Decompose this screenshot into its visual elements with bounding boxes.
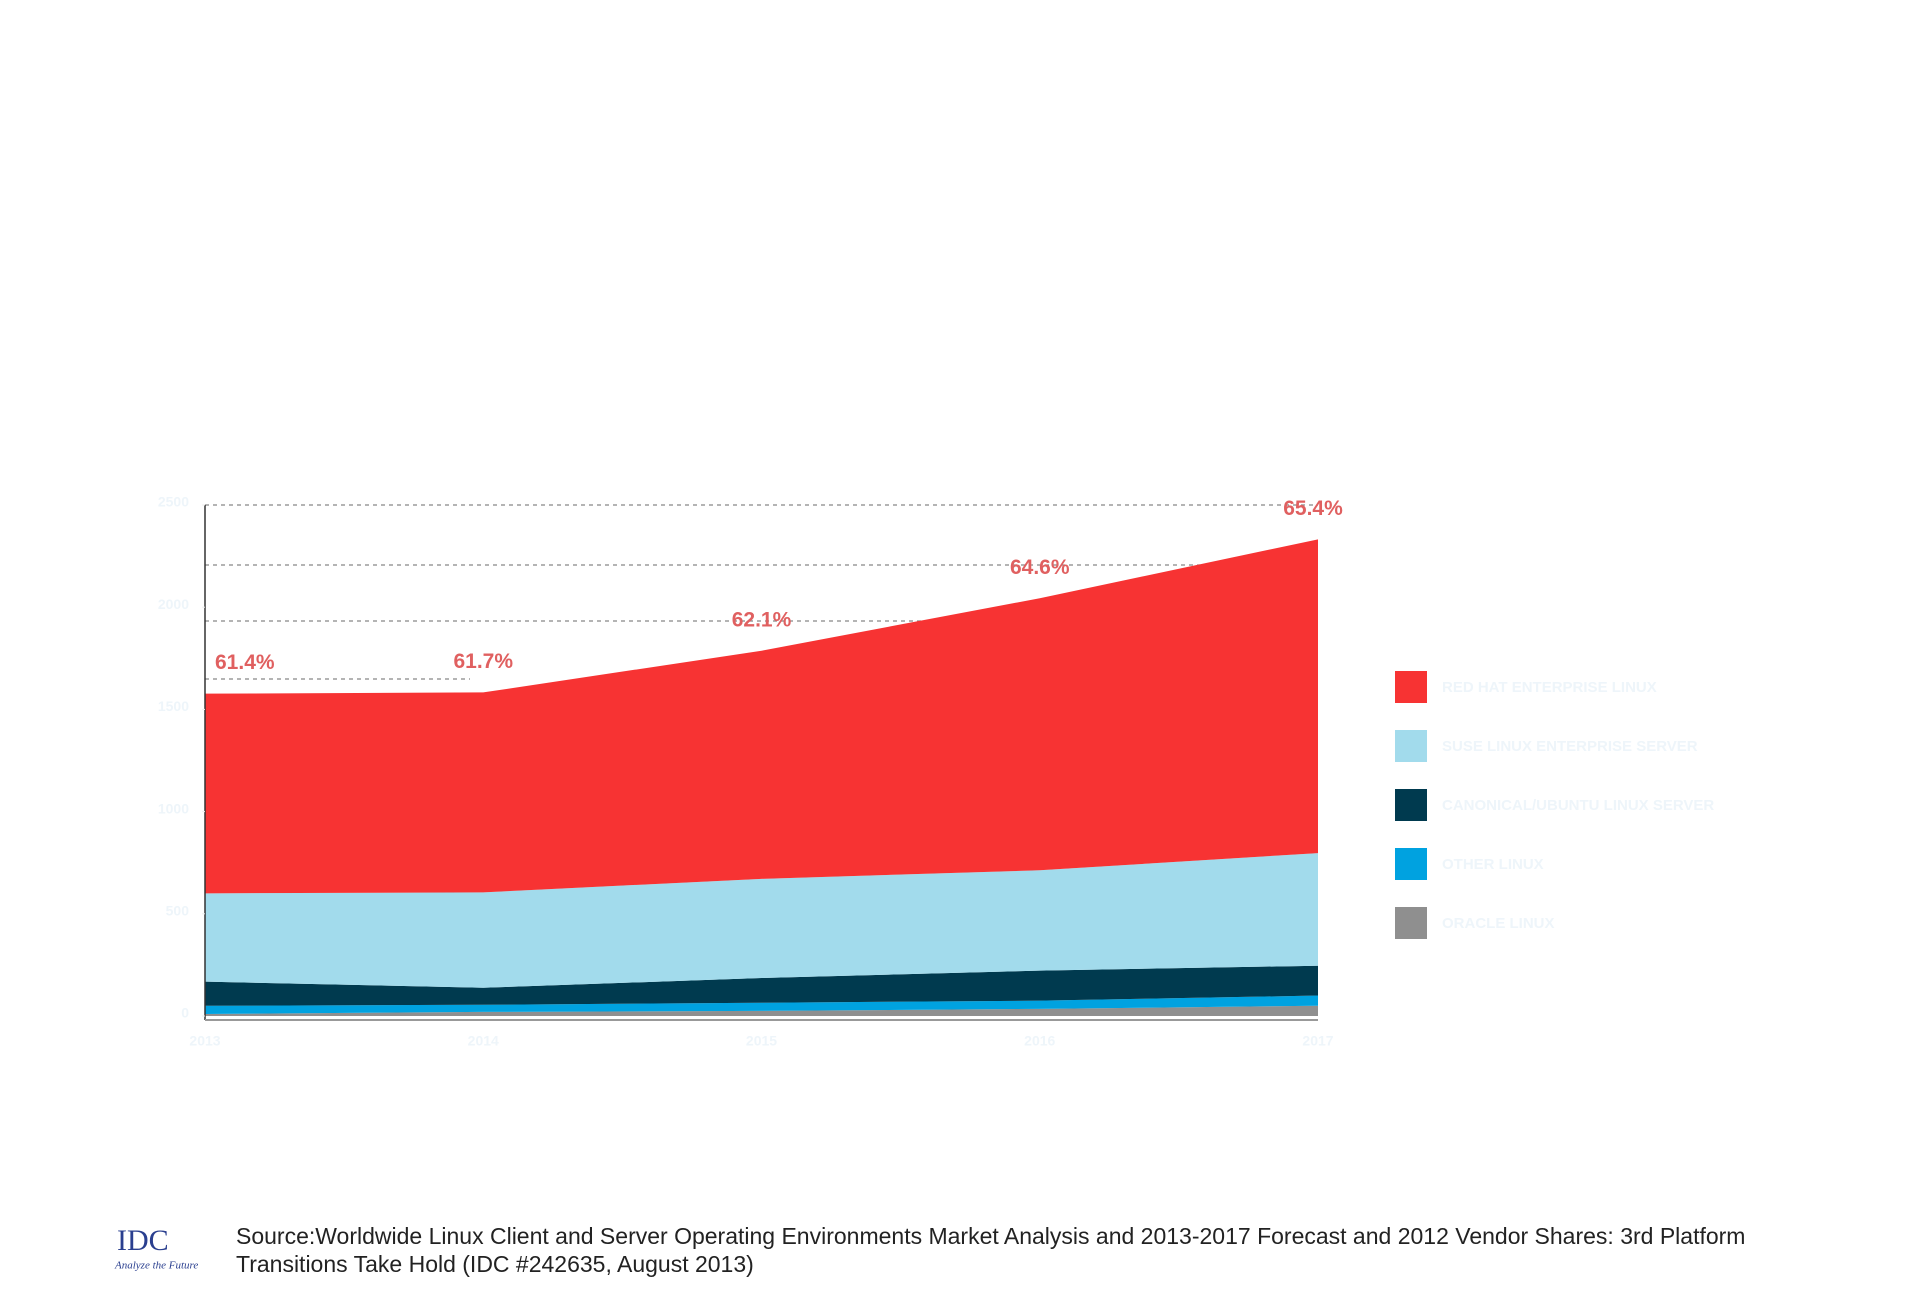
x-tick-label: 2013 <box>189 1033 220 1049</box>
legend-swatch <box>1395 730 1427 762</box>
source-note: Source:Worldwide Linux Client and Server… <box>236 1223 1746 1277</box>
y-tick-label: 1500 <box>158 698 189 714</box>
legend-swatch <box>1395 907 1427 939</box>
area <box>205 853 1318 988</box>
logo: IDC <box>117 1224 169 1257</box>
area <box>205 539 1318 894</box>
share-label: 65.4% <box>1283 497 1343 520</box>
share-label: 64.6% <box>1010 556 1070 579</box>
x-tick-label: 2014 <box>468 1033 499 1049</box>
x-tick-label: 2017 <box>1302 1033 1333 1049</box>
share-label: 61.4% <box>215 651 275 674</box>
area <box>205 995 1318 1014</box>
y-tick-label: 0 <box>181 1005 189 1021</box>
area <box>205 965 1318 1006</box>
legend-swatch <box>1395 789 1427 821</box>
legend-label: CANONICAL/UBUNTU LINUX SERVER <box>1442 797 1714 814</box>
share-label: 61.7% <box>453 650 513 673</box>
dashed-guides <box>205 504 1318 680</box>
tagline: Analyze the Future <box>114 1260 198 1272</box>
legend-label: ORACLE LINUX <box>1442 915 1555 932</box>
legend-swatch <box>1395 848 1427 880</box>
legend-label: OTHER LINUX <box>1442 856 1544 873</box>
legend-swatch <box>1395 671 1427 703</box>
x-tick-label: 2016 <box>1024 1033 1055 1049</box>
y-tick-label: 2000 <box>158 596 189 612</box>
y-tick-label: 1000 <box>158 800 189 816</box>
legend-label: RED HAT ENTERPRISE LINUX <box>1442 679 1657 696</box>
legend-label: SUSE LINUX ENTERPRISE SERVER <box>1442 738 1698 755</box>
y-tick-label: 500 <box>166 903 190 919</box>
y-tick-label: 2500 <box>158 494 189 510</box>
share-label: 62.1% <box>732 608 792 631</box>
x-tick-label: 2015 <box>746 1033 777 1049</box>
